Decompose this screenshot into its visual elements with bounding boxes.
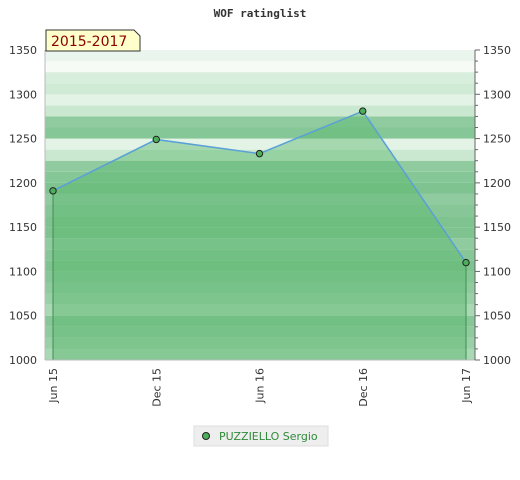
grid-band — [45, 83, 475, 95]
data-point-jun-16[interactable] — [255, 149, 264, 158]
grid-band — [45, 160, 475, 172]
y-tick-label-right: 1350 — [483, 44, 511, 57]
grid-band — [45, 227, 475, 239]
x-tick-label: Dec 16 — [357, 368, 370, 407]
legend-box — [193, 425, 329, 447]
grid-band — [45, 50, 475, 62]
series-markers — [49, 107, 470, 267]
grid-band — [45, 94, 475, 106]
grid-band — [45, 205, 475, 217]
period-badge: 2015-2017 — [45, 29, 141, 52]
grid-band — [45, 271, 475, 283]
grid-band — [45, 315, 475, 327]
data-point-jun-17[interactable] — [462, 258, 470, 267]
grid-band — [45, 193, 475, 205]
grid-band — [45, 182, 475, 194]
grid-band — [45, 293, 475, 305]
period-badge-box — [45, 29, 141, 52]
grid-band — [45, 348, 475, 360]
grid-band — [45, 249, 475, 261]
y-tick-label-left: 1000 — [9, 354, 37, 367]
y-tick-label-right: 1200 — [483, 177, 511, 190]
grid-band — [45, 326, 475, 338]
y-tick-label-right: 1000 — [483, 354, 511, 367]
chart-title: WOF ratinglist — [214, 7, 307, 20]
grid-band-top — [45, 50, 475, 95]
grid-band — [45, 105, 475, 117]
y-tick-label-left: 1350 — [9, 44, 37, 57]
grid-band — [45, 238, 475, 250]
legend[interactable]: PUZZIELLO Sergio — [193, 425, 329, 447]
grid-band — [45, 337, 475, 349]
y-tick-label-right: 1250 — [483, 133, 511, 146]
y-tick-label-right: 1100 — [483, 265, 511, 278]
drop-lines — [52, 190, 467, 360]
y-tick-label-left: 1100 — [9, 265, 37, 278]
grid-band — [45, 171, 475, 183]
x-tick-labels: Jun 15 Dec 15 Jun 16 Dec 16 Jun 17 — [47, 368, 473, 407]
x-tick-label: Jun 15 — [47, 368, 60, 404]
legend-marker — [202, 432, 210, 440]
x-tick-label: Jun 16 — [254, 368, 267, 404]
grid-band — [45, 282, 475, 294]
data-point-jun-15[interactable] — [49, 187, 57, 195]
series-area — [53, 111, 466, 360]
y-tick-label-left: 1150 — [9, 221, 37, 234]
y-tick-label-right: 1050 — [483, 310, 511, 323]
y-tick-label-left: 1300 — [9, 88, 37, 101]
legend-series-name: PUZZIELLO Sergio — [219, 430, 318, 443]
grid-band — [45, 116, 475, 128]
y-tick-labels: 1000 1000 1050 1050 1100 1100 1150 1150 1200 1200… — [9, 44, 511, 367]
y-tick-label-left: 1250 — [9, 133, 37, 146]
x-tick-label: Jun 17 — [460, 368, 473, 404]
grid-band — [45, 216, 475, 228]
x-tick-label: Dec 15 — [150, 368, 163, 407]
axes — [44, 49, 480, 361]
grid-band — [45, 61, 475, 73]
data-point-dec-16[interactable] — [359, 107, 367, 115]
y-tick-label-left: 1050 — [9, 310, 37, 323]
y-tick-label-right: 1300 — [483, 88, 511, 101]
data-point-dec-15[interactable] — [152, 135, 160, 144]
y-tick-label-right: 1150 — [483, 221, 511, 234]
grid-band — [45, 304, 475, 316]
grid-band — [45, 72, 475, 84]
y-tick-label-left: 1200 — [9, 177, 37, 190]
grid-band — [45, 260, 475, 272]
grid-band — [45, 138, 475, 150]
period-label: 2015-2017 — [51, 34, 127, 50]
grid-band — [45, 127, 475, 139]
